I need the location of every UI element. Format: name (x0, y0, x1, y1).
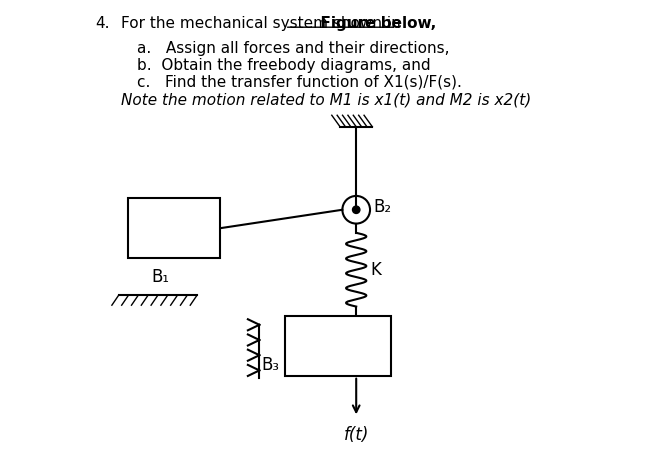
Text: 4.: 4. (96, 16, 110, 31)
Text: a.   Assign all forces and their directions,: a. Assign all forces and their direction… (137, 41, 450, 56)
Text: M₁: M₁ (163, 219, 185, 237)
Text: For the mechanical system shown in: For the mechanical system shown in (121, 16, 406, 31)
Text: c.   Find the transfer function of X1(s)/F(s).: c. Find the transfer function of X1(s)/F… (137, 75, 462, 90)
Text: B₂: B₂ (374, 198, 392, 217)
Text: Figure below,: Figure below, (121, 16, 436, 31)
FancyBboxPatch shape (128, 198, 220, 258)
Text: b.  Obtain the freebody diagrams, and: b. Obtain the freebody diagrams, and (137, 58, 431, 73)
Text: B₁: B₁ (151, 267, 169, 286)
Circle shape (353, 206, 360, 213)
Text: f(t): f(t) (343, 426, 369, 443)
Text: Note the motion related to M1 is x1(t) and M2 is x2(t): Note the motion related to M1 is x1(t) a… (121, 92, 531, 107)
FancyBboxPatch shape (284, 316, 391, 376)
Text: M₂: M₂ (327, 337, 349, 355)
Text: B₃: B₃ (262, 356, 280, 374)
Text: K: K (370, 260, 381, 279)
